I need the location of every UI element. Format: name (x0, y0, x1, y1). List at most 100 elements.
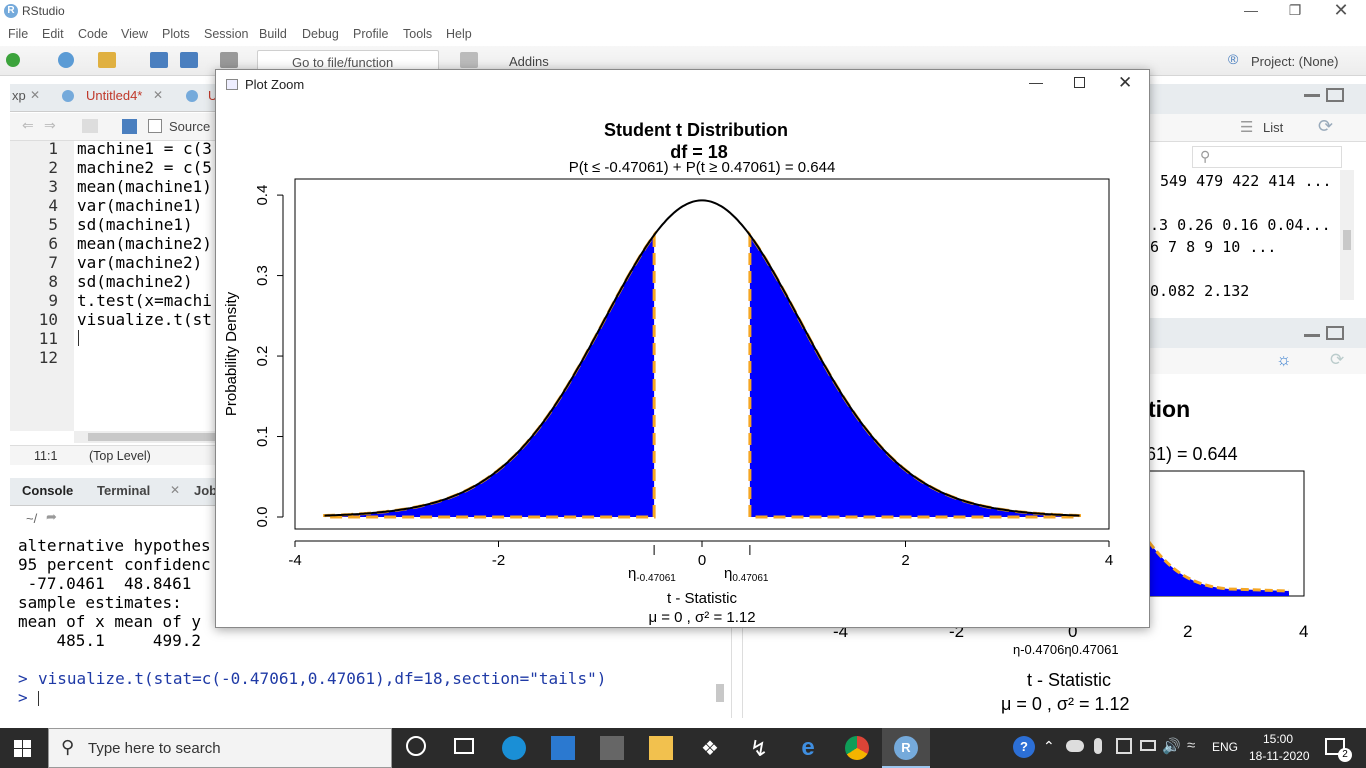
addins-menu[interactable]: Addins (509, 54, 549, 69)
code-line[interactable]: var(machine1) (77, 196, 203, 215)
save-all-icon[interactable] (180, 52, 198, 68)
save-icon[interactable] (122, 119, 137, 134)
menu-tools[interactable]: Tools (403, 27, 433, 41)
publish-icon[interactable]: ☼ (1276, 350, 1292, 369)
menu-help[interactable]: Help (446, 27, 472, 41)
project-menu[interactable]: Project: (None) (1251, 54, 1339, 69)
print-icon[interactable] (220, 52, 238, 68)
env-value[interactable]: .3 0.26 0.16 0.04... (1150, 216, 1331, 234)
env-value[interactable]: 6 7 8 9 10 ... (1150, 238, 1277, 256)
menu-file[interactable]: File (8, 27, 29, 41)
console-scrollbar[interactable] (716, 684, 724, 702)
minimize-icon[interactable]: — (1029, 74, 1043, 90)
goto-file-input[interactable]: Go to file/function (257, 50, 439, 72)
menu-profile[interactable]: Profile (353, 27, 389, 41)
code-line[interactable]: sd(machine2) (77, 272, 193, 291)
restore-icon[interactable]: ❐ (1288, 2, 1302, 18)
minimize-pane-icon[interactable] (1304, 334, 1320, 337)
env-value[interactable]: 0.082 2.132 (1150, 282, 1250, 300)
plot-zoom-titlebar[interactable]: Plot Zoom — ✕ (216, 70, 1149, 100)
forward-arrow-icon[interactable]: ⇒ (44, 117, 56, 133)
dropbox-icon[interactable]: ❖ (701, 738, 719, 760)
file-explorer-icon[interactable] (649, 736, 673, 760)
environment-scrollbar[interactable] (1340, 170, 1354, 300)
refresh-icon[interactable]: ⟳ (1318, 116, 1334, 136)
code-line[interactable]: machine2 = c(5 (77, 158, 212, 177)
mail-icon[interactable] (551, 736, 575, 760)
lightning-app-icon[interactable]: ↯ (749, 736, 769, 761)
code-line[interactable]: mean(machine2) (77, 234, 212, 253)
env-value[interactable]: 549 479 422 414 ... (1160, 172, 1332, 190)
rstudio-taskbar-item[interactable]: R (882, 728, 930, 768)
battery-icon[interactable] (1140, 740, 1156, 751)
minimize-icon[interactable]: — (1244, 2, 1258, 18)
code-line[interactable]: visualize.t(st (77, 310, 212, 329)
microphone-icon[interactable] (1094, 738, 1102, 754)
maximize-icon[interactable] (1074, 77, 1085, 88)
language-indicator[interactable]: ENG (1212, 740, 1239, 754)
maximize-pane-icon[interactable] (1326, 326, 1344, 340)
chevron-up-icon[interactable]: ⌃ (1043, 738, 1055, 754)
windows-start-icon[interactable] (14, 740, 32, 757)
store-icon[interactable] (600, 736, 624, 760)
tab-untitled[interactable]: U (208, 88, 218, 103)
help-icon[interactable]: ? (1013, 736, 1035, 758)
view-mode-select[interactable]: List (1263, 120, 1284, 135)
back-arrow-icon[interactable]: ⇐ (22, 117, 34, 133)
console-cursor[interactable] (38, 691, 39, 706)
minimize-pane-icon[interactable] (1304, 94, 1320, 97)
tab-xp[interactable]: xp (12, 88, 26, 103)
cortana-icon[interactable] (406, 736, 426, 756)
tab-console[interactable]: Console (22, 483, 74, 498)
close-tab-icon[interactable]: ✕ (153, 88, 164, 102)
task-view-icon[interactable] (454, 738, 474, 754)
close-icon[interactable]: ✕ (1333, 0, 1349, 20)
workspace-panes-icon[interactable] (460, 52, 478, 68)
tablet-icon[interactable] (1116, 738, 1132, 754)
chrome-icon[interactable] (845, 736, 869, 760)
list-view-icon[interactable]: ☰ (1240, 119, 1254, 136)
working-dir[interactable]: ~/ (26, 511, 38, 526)
menu-code[interactable]: Code (78, 27, 108, 41)
menu-debug[interactable]: Debug (302, 27, 339, 41)
onedrive-icon[interactable] (1066, 740, 1084, 752)
horizontal-scrollbar[interactable] (74, 431, 215, 443)
source-on-save-checkbox[interactable] (148, 119, 162, 133)
new-project-icon[interactable] (58, 52, 74, 68)
code-line[interactable]: machine1 = c(3 (77, 139, 212, 158)
notifications-icon[interactable] (1325, 738, 1345, 755)
scrollbar-thumb[interactable] (1343, 230, 1351, 250)
new-file-icon[interactable] (6, 53, 20, 67)
menu-build[interactable]: Build (259, 27, 287, 41)
code-editor[interactable]: 1 machine1 = c(3 2 machine2 = c(5 3 mean… (10, 139, 215, 431)
scope-selector[interactable]: (Top Level) (89, 449, 151, 463)
close-icon[interactable]: ✕ (1118, 73, 1133, 92)
code-line[interactable]: mean(machine1) (77, 177, 212, 196)
wifi-icon[interactable]: ≈ (1187, 737, 1196, 754)
internet-explorer-icon[interactable]: e (801, 734, 815, 761)
code-line[interactable]: t.test(x=machi (77, 291, 212, 310)
volume-icon[interactable]: 🔊 (1162, 738, 1181, 755)
tab-untitled4[interactable]: Untitled4* (86, 88, 143, 103)
menu-plots[interactable]: Plots (162, 27, 190, 41)
tab-terminal[interactable]: Terminal (97, 483, 151, 498)
menu-view[interactable]: View (121, 27, 148, 41)
menu-edit[interactable]: Edit (42, 27, 64, 41)
tab-jobs[interactable]: Job (194, 483, 218, 498)
refresh-icon[interactable]: ⟳ (1330, 350, 1345, 369)
go-to-dir-icon[interactable]: ➦ (46, 509, 57, 524)
open-file-icon[interactable] (98, 52, 116, 68)
close-tab-icon[interactable]: ✕ (30, 88, 41, 102)
save-icon[interactable] (150, 52, 168, 68)
menu-session[interactable]: Session (204, 27, 249, 41)
edge-icon[interactable] (502, 736, 526, 760)
close-tab-icon[interactable]: ✕ (170, 483, 181, 497)
scrollbar-thumb[interactable] (88, 433, 215, 441)
show-in-window-icon[interactable] (82, 119, 98, 133)
taskbar-search-input[interactable]: ⚲ Type here to search (48, 728, 392, 768)
code-line[interactable]: var(machine2) (77, 253, 203, 272)
clock-date[interactable]: 18-11-2020 (1249, 749, 1310, 763)
clock-time[interactable]: 15:00 (1263, 732, 1294, 746)
maximize-pane-icon[interactable] (1326, 88, 1344, 102)
environment-search-input[interactable] (1192, 146, 1342, 168)
